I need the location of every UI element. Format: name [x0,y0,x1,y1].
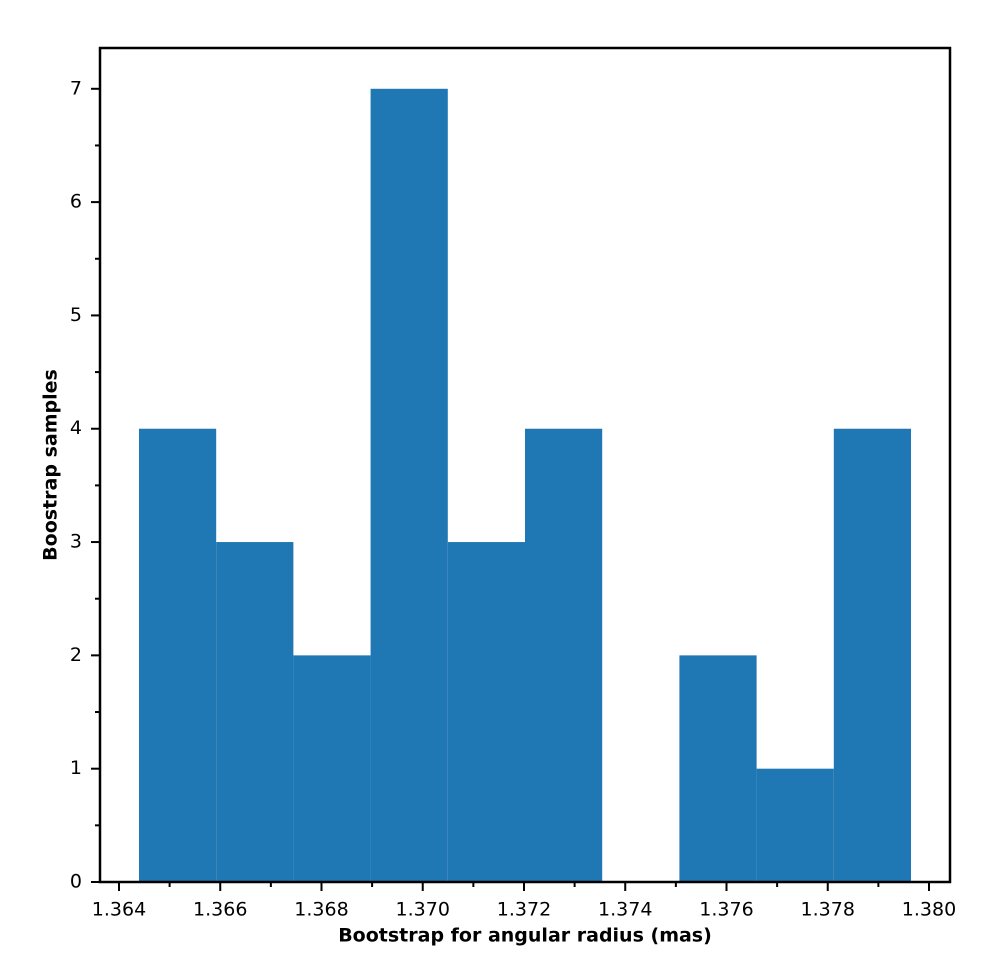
y-tick-label: 4 [70,417,82,439]
x-tick-label: 1.378 [801,899,855,921]
y-tick-label: 3 [70,531,82,553]
y-tick-label: 5 [70,304,82,326]
x-tick-label: 1.368 [294,899,348,921]
bar [679,655,757,882]
y-tick-label: 0 [70,871,82,893]
y-tick-label: 6 [70,191,82,213]
bar [293,655,371,882]
bar [756,768,834,882]
bar [370,88,448,883]
x-tick-label: 1.370 [396,899,450,921]
bar [216,542,294,882]
x-axis-label: Bootstrap for angular radius (mas) [338,925,712,947]
x-tick-label: 1.374 [598,899,652,921]
bar [525,428,603,882]
bar [833,428,912,882]
plot-frame [98,46,952,884]
x-tick-label: 1.376 [699,899,753,921]
y-tick-label: 1 [70,757,82,779]
x-tick-label: 1.364 [92,899,146,921]
x-tick-label: 1.366 [193,899,247,921]
y-axis-label: Boostrap samples [40,369,62,561]
bar [138,428,217,882]
x-tick-label: 1.372 [497,899,551,921]
x-tick-label: 1.380 [902,899,956,921]
y-tick-label: 7 [70,77,82,99]
y-tick-label: 2 [70,644,82,666]
bar [447,542,525,882]
